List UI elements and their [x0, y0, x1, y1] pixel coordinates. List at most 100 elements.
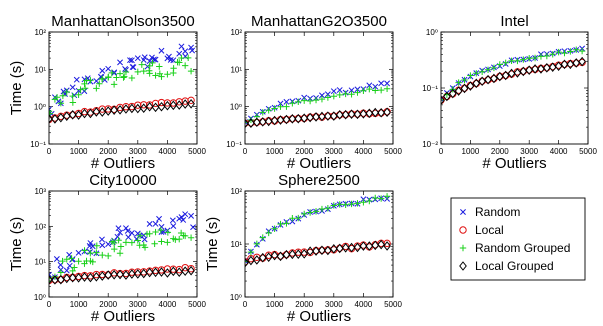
- point-random: [182, 48, 189, 55]
- point-random-grouped: [318, 95, 326, 103]
- point-local-grouped: [478, 76, 487, 87]
- point-local-grouped: [294, 113, 303, 124]
- point-random-grouped: [354, 200, 361, 207]
- point-random-grouped: [111, 245, 118, 253]
- point-random-grouped: [164, 71, 171, 78]
- point-random: [188, 44, 195, 51]
- point-local-grouped: [247, 255, 255, 266]
- point-random-grouped: [49, 108, 53, 115]
- x-tick-label: 5000: [384, 300, 402, 309]
- point-random-grouped: [196, 237, 197, 239]
- point-random: [125, 234, 132, 241]
- point-random-grouped: [152, 228, 159, 236]
- point-random-grouped: [184, 54, 192, 62]
- point-local-grouped: [80, 108, 89, 119]
- y-tick-label: 10⁻¹: [226, 140, 242, 149]
- x-tick-label: 5000: [579, 147, 597, 156]
- x-tick-label: 5000: [384, 147, 402, 156]
- series-local-grouped: [441, 56, 586, 105]
- x-tick-label: 1000: [266, 147, 284, 156]
- point-random-grouped: [164, 229, 172, 236]
- point-random-grouped: [136, 232, 144, 239]
- chart-manhattang2o3500: ManhattanG2O3500 10⁻¹ 10⁰ 10¹ 10² 0 1000 2000 30…: [226, 13, 402, 172]
- point-local-grouped: [49, 275, 53, 285]
- point-local-grouped: [495, 71, 504, 82]
- point-local-grouped: [98, 271, 107, 281]
- point-local: [259, 118, 267, 126]
- axes-frame: [48, 31, 198, 145]
- point-random-grouped: [63, 256, 70, 263]
- point-local-grouped: [187, 98, 195, 109]
- legend-marker-local: [459, 226, 467, 234]
- series-local-grouped: [49, 98, 195, 124]
- point-local-grouped: [288, 249, 297, 260]
- point-random: [178, 43, 185, 50]
- point-random-grouped: [561, 49, 568, 57]
- point-local-grouped: [335, 110, 344, 120]
- point-random-grouped: [113, 74, 120, 81]
- point-local-grouped: [300, 113, 309, 123]
- point-random-grouped: [478, 68, 486, 76]
- point-random-grouped: [176, 59, 183, 66]
- point-local-grouped: [104, 270, 113, 280]
- point-random-grouped: [180, 232, 187, 239]
- point-random-grouped: [348, 91, 355, 98]
- point-random-grouped: [372, 87, 379, 94]
- point-random: [170, 223, 177, 230]
- x-axis-label: # Outliers: [287, 308, 351, 325]
- point-local-grouped: [306, 112, 314, 123]
- point-random-grouped: [68, 255, 75, 262]
- point-random-grouped: [121, 73, 128, 80]
- point-random: [99, 242, 106, 249]
- x-tick-label: 4000: [550, 147, 568, 156]
- point-random-grouped: [57, 99, 65, 107]
- point-random-grouped: [578, 47, 586, 55]
- point-local: [484, 76, 492, 84]
- point-local-grouped: [62, 273, 71, 284]
- point-local-grouped: [294, 249, 303, 259]
- point-random-grouped: [96, 80, 103, 87]
- point-random-grouped: [573, 46, 580, 53]
- point-random: [93, 78, 100, 85]
- point-random-grouped: [520, 56, 527, 63]
- point-random-grouped: [69, 92, 76, 100]
- point-local-grouped: [169, 266, 178, 277]
- point-local-grouped: [270, 115, 279, 126]
- x-tick-label: 4000: [159, 300, 177, 309]
- x-tick-label: 0: [243, 300, 248, 309]
- point-random-grouped: [360, 199, 367, 206]
- point-local-grouped: [276, 251, 285, 262]
- series-local-grouped: [245, 239, 391, 268]
- point-local-grouped: [68, 109, 77, 120]
- point-random-grouped: [283, 103, 290, 110]
- point-random-grouped: [187, 67, 195, 75]
- point-random: [141, 54, 148, 61]
- point-local-grouped: [460, 83, 469, 94]
- chart-title: City10000: [89, 172, 157, 189]
- point-local-grouped: [560, 59, 569, 70]
- y-tick-label: 10²: [230, 187, 242, 196]
- point-random: [63, 267, 70, 274]
- point-random-grouped: [383, 85, 391, 92]
- point-random-grouped: [170, 65, 177, 72]
- series-local-grouped: [49, 265, 195, 285]
- point-local-grouped: [252, 117, 261, 128]
- series-random-grouped: [245, 193, 391, 265]
- point-local-grouped: [312, 112, 320, 122]
- point-random: [148, 54, 155, 61]
- point-random: [330, 88, 337, 95]
- legend-marker-random-grouped: [459, 244, 467, 252]
- point-random-grouped: [146, 62, 153, 70]
- point-local-grouped: [270, 250, 279, 261]
- point-random-grouped: [122, 68, 130, 76]
- point-random: [190, 224, 197, 231]
- point-local-grouped: [163, 100, 172, 111]
- point-local-grouped: [133, 269, 142, 279]
- point-random: [69, 84, 76, 91]
- point-local: [336, 244, 344, 252]
- point-random: [115, 225, 122, 232]
- point-local-grouped: [74, 272, 83, 283]
- series-local-grouped: [245, 107, 391, 129]
- plot-area: [441, 45, 586, 105]
- x-tick-label: 3000: [325, 147, 343, 156]
